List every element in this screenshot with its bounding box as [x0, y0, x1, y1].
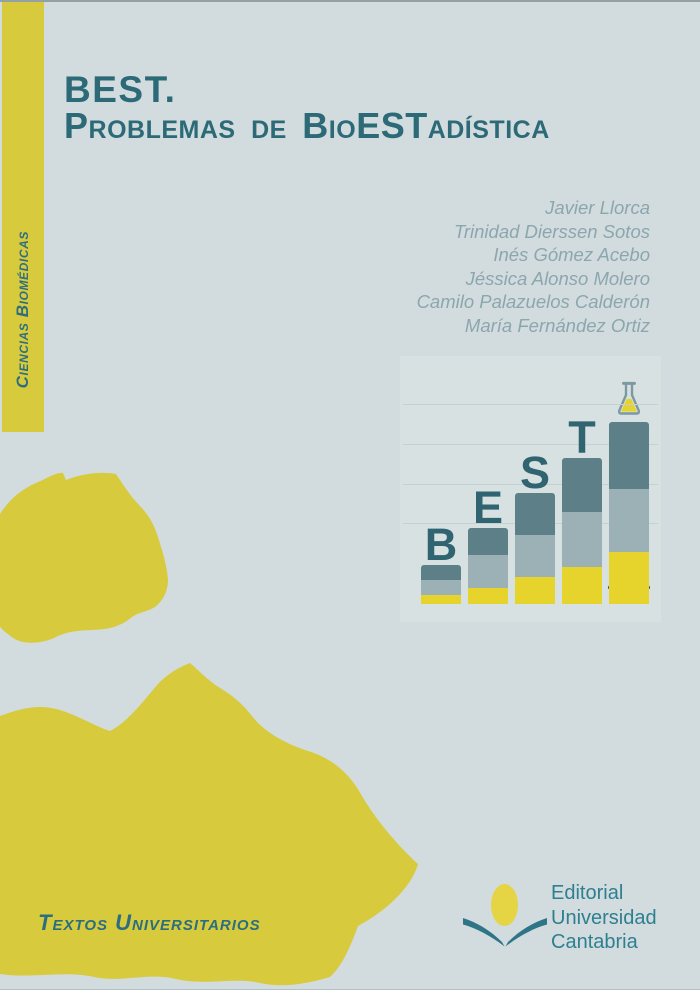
publisher-name: Editorial Universidad Cantabria: [551, 881, 657, 955]
bar-segment-middle-gray-teal: [515, 535, 555, 577]
chart-bar: [421, 565, 461, 604]
chart-gridline: [403, 444, 658, 445]
bar-segment-bottom-yellow: [421, 595, 461, 604]
publisher-line: Universidad: [551, 906, 657, 929]
author-name: Javier Llorca: [545, 197, 650, 218]
chart-bar: [515, 493, 555, 604]
publisher-line: Editorial: [551, 882, 624, 904]
open-book-seed-icon: [463, 884, 547, 947]
author-name: María Fernández Ortiz: [464, 314, 650, 336]
top-edge-line: [0, 0, 700, 2]
bar-segment-bottom-yellow: [562, 567, 602, 604]
blob-large: [0, 663, 418, 986]
author-name: Camilo Palazuelos Calderón: [416, 291, 650, 312]
bar-segment-top-dark-teal: [609, 422, 649, 489]
bar-segment-middle-gray-teal: [468, 555, 508, 588]
flask-icon: [617, 381, 641, 415]
chart-letter-S: S: [519, 447, 550, 498]
publisher-line: Cantabria: [551, 931, 638, 953]
bar-segment-middle-gray-teal: [421, 580, 461, 595]
title-line2: Problemas de BioESTadística: [64, 105, 550, 146]
collection-label: Textos Universitarios: [38, 910, 261, 935]
chart-bar: [609, 422, 649, 604]
chart-letter-E: E: [472, 482, 503, 533]
bar-segment-bottom-yellow: [468, 588, 508, 604]
chart-bar: [468, 528, 508, 604]
bar-segment-middle-gray-teal: [609, 489, 649, 552]
chart-gridline: [403, 484, 658, 485]
author-name: Jéssica Alonso Molero: [465, 267, 650, 289]
bar-segment-bottom-yellow: [515, 577, 555, 604]
series-name-vertical: Ciencias Biomédicas: [0, 224, 46, 396]
chart-bar: [562, 458, 602, 604]
chart-gridline: [403, 404, 658, 405]
author-name: Trinidad Dierssen Sotos: [453, 220, 650, 242]
book-title: BEST. Problemas de BioESTadística: [64, 69, 550, 146]
author-list: Javier Llorca Trinidad Dierssen Sotos In…: [417, 196, 650, 337]
chart-letter-T: T: [568, 412, 596, 463]
chart-letter-B: B: [424, 519, 458, 570]
author-name: Inés Gómez Acebo: [493, 244, 650, 265]
bar-segment-bottom-yellow: [609, 552, 649, 604]
blob-small: [0, 472, 168, 643]
bar-segment-top-dark-teal: [468, 528, 508, 555]
bar-segment-top-dark-teal: [515, 493, 555, 535]
bar-segment-top-dark-teal: [562, 458, 602, 512]
series-spine-strip: [2, 2, 44, 432]
series-name-label: Ciencias Biomédicas: [13, 231, 32, 389]
bar-segment-top-dark-teal: [421, 565, 461, 580]
bar-segment-middle-gray-teal: [562, 512, 602, 567]
title-line1: BEST.: [64, 69, 177, 110]
